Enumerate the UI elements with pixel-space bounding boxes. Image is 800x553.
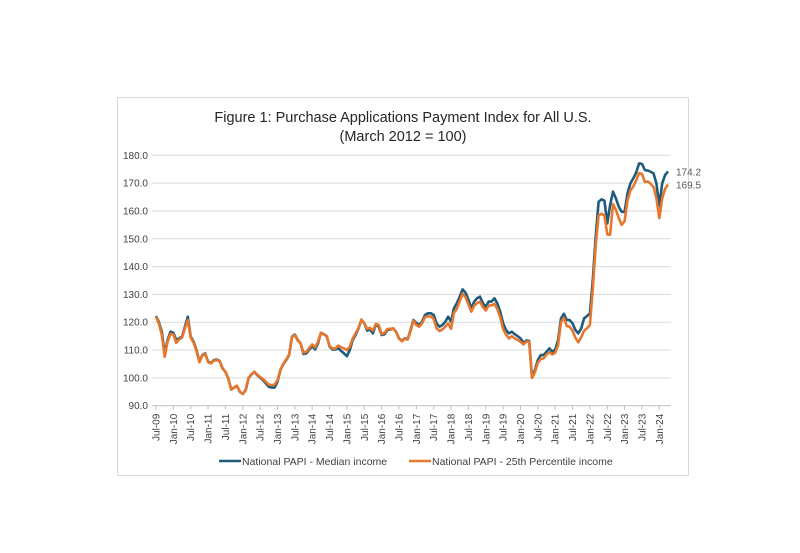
y-tick-label: 180.0 xyxy=(123,151,148,162)
median-income-line xyxy=(154,162,670,396)
chart-frame xyxy=(117,97,689,476)
y-tick-label: 130.0 xyxy=(123,290,148,301)
gridlines xyxy=(152,154,671,407)
x-tick-label: Jan-15 xyxy=(342,413,353,444)
x-tick-label: Jul-12 xyxy=(256,413,267,441)
x-tick-label: Jul-16 xyxy=(394,413,405,441)
x-tick-label: Jul-23 xyxy=(637,413,648,441)
y-tick-label: 170.0 xyxy=(123,179,148,190)
x-tick-label: Jan-13 xyxy=(273,413,284,444)
percentile-25-income-line xyxy=(154,171,670,396)
x-tick-label: Jan-24 xyxy=(655,413,666,444)
y-tick-label: 110.0 xyxy=(124,346,149,357)
x-tick-label: Jul-17 xyxy=(429,413,440,441)
y-tick-label: 150.0 xyxy=(123,234,148,245)
x-tick-label: Jan-20 xyxy=(516,413,527,444)
end-value-label: 169.5 xyxy=(676,181,701,192)
x-tick-label: Jan-10 xyxy=(169,413,180,444)
y-axis-ticks: 90.0 100.0 110.0 120.0 130.0 140.0 150.0 160.0 1… xyxy=(123,151,148,412)
legend-label: National PAPI - 25th Percentile income xyxy=(432,456,613,468)
x-tick-label: Jan-14 xyxy=(308,413,319,444)
x-tick-label: Jan-19 xyxy=(481,413,492,444)
x-tick-label: Jan-11 xyxy=(204,413,215,443)
x-tick-label: Jan-17 xyxy=(412,413,423,444)
y-tick-label: 140.0 xyxy=(123,262,148,273)
x-tick-label: Jul-14 xyxy=(325,413,336,441)
x-tick-label: Jul-13 xyxy=(290,413,301,441)
x-tick-label: Jan-12 xyxy=(238,413,249,444)
x-tick-label: Jul-22 xyxy=(603,413,614,441)
x-tick-label: Jul-18 xyxy=(464,413,475,441)
x-tick-label: Jan-16 xyxy=(377,413,388,444)
x-axis-ticks: Jul-09 Jan-10 Jul-10 Jan-11 Jul-11 Jan-12 Jul-… xyxy=(152,405,666,444)
legend-label: National PAPI - Median income xyxy=(242,456,387,468)
series-lines xyxy=(154,162,670,396)
x-tick-label: Jan-23 xyxy=(620,413,631,444)
chart-title: Figure 1: Purchase Applications Payment … xyxy=(214,110,591,126)
legend: National PAPI - Median income National PA… xyxy=(219,456,613,468)
x-tick-label: Jan-21 xyxy=(551,413,562,444)
y-tick-label: 90.0 xyxy=(129,401,149,412)
x-tick-label: Jul-21 xyxy=(568,413,579,441)
y-tick-label: 120.0 xyxy=(123,318,148,329)
chart-subtitle: (March 2012 = 100) xyxy=(340,129,467,145)
y-tick-label: 160.0 xyxy=(123,206,148,217)
end-value-label: 174.2 xyxy=(676,167,701,178)
x-tick-label: Jul-20 xyxy=(533,413,544,441)
y-tick-label: 100.0 xyxy=(123,373,148,384)
x-tick-label: Jul-09 xyxy=(152,413,163,441)
x-tick-label: Jul-15 xyxy=(360,413,371,441)
x-tick-label: Jul-10 xyxy=(186,413,197,441)
end-labels: 174.2 169.5 xyxy=(676,167,701,191)
x-tick-label: Jul-11 xyxy=(221,413,232,440)
x-tick-label: Jan-22 xyxy=(585,413,596,444)
x-tick-label: Jan-18 xyxy=(447,413,458,444)
x-tick-label: Jul-19 xyxy=(499,413,510,441)
